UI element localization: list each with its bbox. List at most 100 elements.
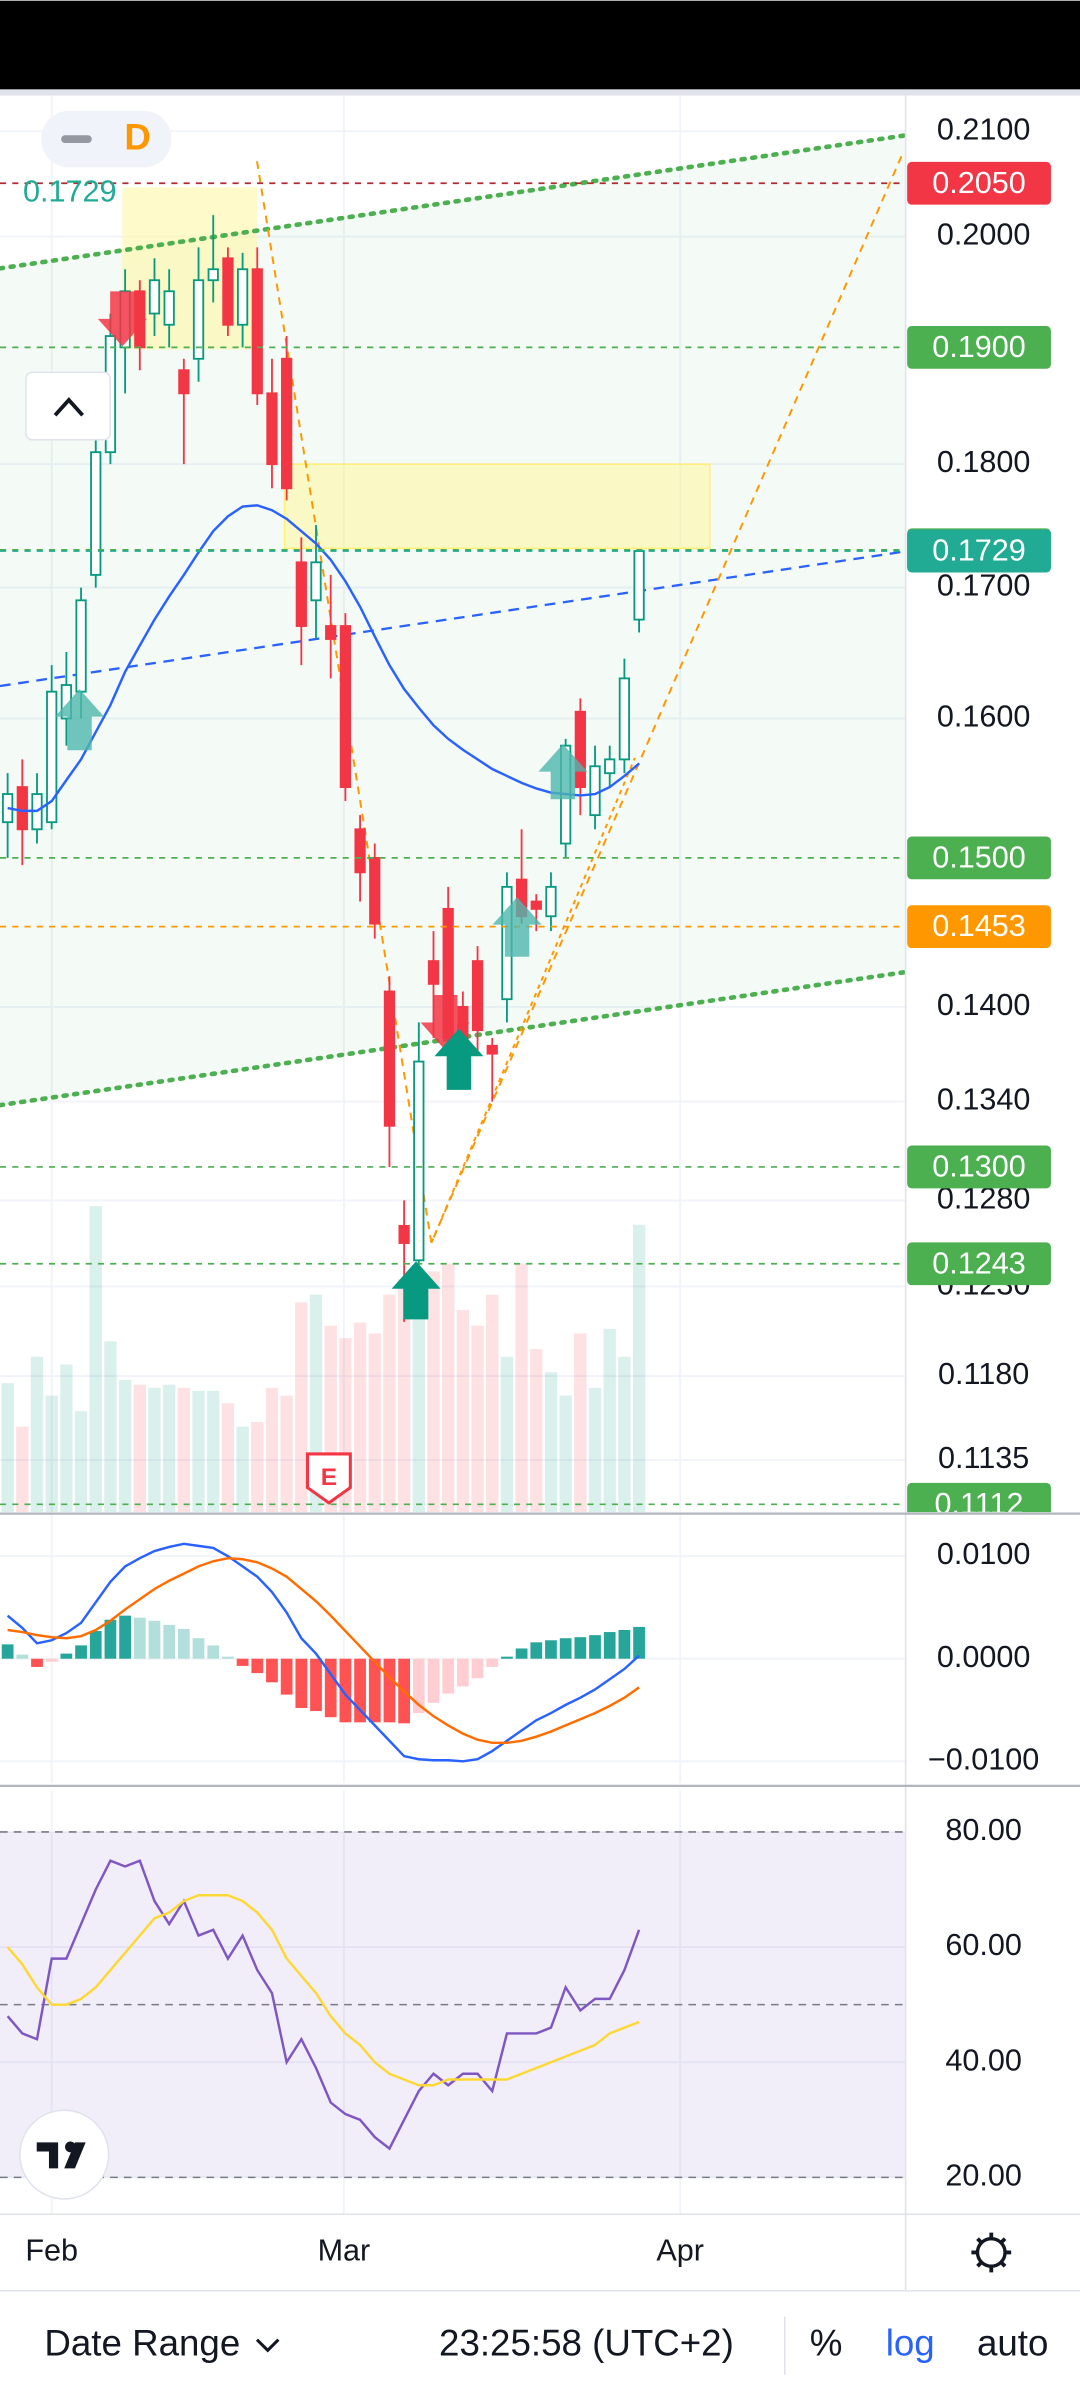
price-badge-label: 0.1500 <box>932 840 1026 874</box>
price-badge-label: 0.1300 <box>932 1150 1026 1184</box>
interval[interactable]: D <box>124 117 151 158</box>
candle-body <box>427 960 440 985</box>
histogram-bar <box>515 1648 528 1659</box>
histogram-bar <box>1 1644 14 1659</box>
candle-body <box>251 268 263 395</box>
y-tick-label: 0.1135 <box>938 1441 1029 1475</box>
log-toggle[interactable]: log <box>886 2322 935 2363</box>
buy-arrow <box>391 1261 441 1320</box>
last-value: 0.1729 <box>23 175 117 209</box>
candle-body <box>618 677 631 761</box>
price-badge <box>907 1482 1051 1513</box>
price-badge-label: 0.1453 <box>932 909 1026 943</box>
chevron-up <box>53 397 85 417</box>
volume-bar <box>192 1390 205 1513</box>
volume-bar <box>383 1294 396 1513</box>
volume-bar <box>280 1395 293 1513</box>
candle-body <box>325 625 337 640</box>
status-bar <box>0 0 1080 90</box>
pane <box>0 1831 906 2179</box>
y-tick-label: 0.1600 <box>937 700 1031 734</box>
candle-body <box>574 710 586 788</box>
y-tick-label: 0.1800 <box>937 445 1031 479</box>
percent-toggle[interactable]: % <box>810 2322 843 2363</box>
volume-bar <box>1 1383 14 1513</box>
histogram-bar <box>618 1630 631 1659</box>
y-tick-label: 0.0100 <box>937 1537 1031 1571</box>
histogram-bar <box>295 1658 308 1708</box>
volume-bar <box>16 1426 29 1513</box>
volume-bar <box>544 1372 558 1513</box>
volume-bar <box>456 1310 470 1513</box>
price-badge <box>907 325 1051 369</box>
top-edge <box>0 89 1080 96</box>
date-range[interactable]: Date Range <box>44 2322 240 2363</box>
histogram-bar <box>545 1640 557 1659</box>
histogram-bar <box>119 1615 131 1659</box>
histogram-bar <box>368 1658 381 1723</box>
rsi-band <box>0 1831 906 2178</box>
histogram-bar <box>60 1653 73 1659</box>
y-tick-label: 0.1400 <box>937 988 1031 1022</box>
volume-bar <box>632 1224 646 1513</box>
volume-bar <box>118 1380 132 1513</box>
price-badge-label: 0.1729 <box>932 534 1026 568</box>
logo-dot <box>65 2141 76 2153</box>
histogram-bar <box>148 1620 161 1659</box>
auto-toggle[interactable]: auto <box>977 2322 1048 2363</box>
clock[interactable]: 23:25:58 (UTC+2) <box>439 2322 734 2363</box>
drawings <box>0 133 906 1247</box>
y-tick-label: 0.1340 <box>937 1083 1031 1117</box>
volume-bar <box>530 1348 543 1513</box>
histogram-bar <box>280 1658 293 1695</box>
candle-body <box>207 268 219 282</box>
y-tick-label: 80.00 <box>945 1813 1022 1847</box>
y-tick-label: 0.1180 <box>938 1357 1029 1391</box>
trend-line <box>0 550 906 688</box>
volume-bar <box>442 1263 455 1513</box>
volume-bar <box>89 1206 102 1513</box>
volume-bar <box>133 1384 146 1513</box>
histogram-bar <box>104 1619 117 1659</box>
histogram-bar <box>207 1645 220 1659</box>
settings[interactable] <box>971 2232 1012 2273</box>
volume-bar <box>163 1384 176 1513</box>
channel-line <box>0 133 906 271</box>
line-series <box>7 1556 640 1745</box>
line-series <box>6 1859 641 2151</box>
histogram-bar <box>177 1628 190 1659</box>
candle-body <box>266 392 278 466</box>
collapse-button[interactable] <box>25 371 111 441</box>
histogram-bar <box>251 1658 264 1674</box>
volume-bar <box>221 1403 235 1513</box>
logo[interactable] <box>19 2109 110 2200</box>
candle-body <box>236 268 249 326</box>
channel-line <box>0 969 906 1108</box>
candle-body <box>148 279 161 315</box>
histogram-bar <box>310 1658 322 1712</box>
x-tick-label: Feb <box>25 2234 78 2268</box>
histogram-bar <box>574 1637 587 1659</box>
candle-body <box>163 290 175 326</box>
histogram-bar <box>31 1658 43 1667</box>
price-badge <box>907 905 1051 949</box>
candle-body <box>604 758 616 775</box>
interval-pill[interactable] <box>41 110 172 168</box>
price-badge-label: 0.1243 <box>932 1246 1026 1280</box>
histogram-bar <box>427 1658 440 1703</box>
gear-teeth <box>971 2232 1012 2273</box>
histogram-bar <box>324 1658 337 1718</box>
volume-bar <box>74 1411 88 1513</box>
histogram-bar <box>530 1642 543 1659</box>
line-series <box>6 1542 640 1763</box>
earnings-marker <box>305 1452 352 1505</box>
price-badge <box>907 1145 1051 1189</box>
price-badge <box>907 161 1051 205</box>
volume-bar <box>207 1390 220 1513</box>
histogram-bar <box>354 1658 366 1723</box>
volume-bar <box>559 1395 572 1513</box>
candle-body <box>295 561 307 627</box>
volume-bar <box>265 1387 279 1513</box>
candle-body <box>178 369 190 395</box>
